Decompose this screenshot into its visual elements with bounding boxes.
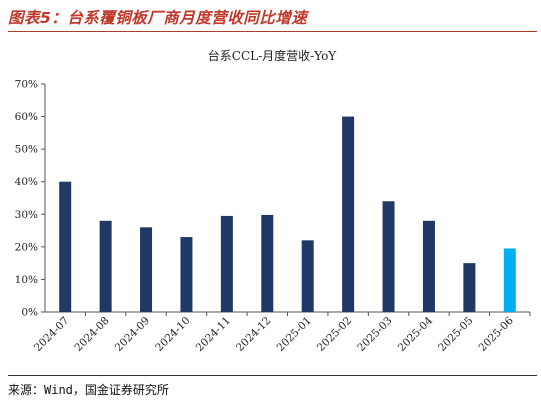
chart-bars [59,116,516,312]
x-axis-ticks: 2024-07 2024-08 2024-09 2024-10 2024-11 2024-… [32,312,531,354]
x-tick-label: 2025-04 [396,314,436,354]
bar-2024-08 [99,220,112,312]
y-axis-ticks: 0% 10% 20% 30% 40% 50% 60% 70% [15,79,45,319]
x-tick-label: 2025-02 [315,315,354,354]
bar-2024-10 [180,237,193,312]
bar-2024-12 [261,214,274,312]
source-note: 来源：Wind，国金证券研究所 [8,383,169,397]
title-divider [8,31,537,32]
chart-axes [44,84,530,313]
x-tick-label: 2025-03 [355,315,394,354]
bar-2024-09 [140,227,153,312]
bar-2025-01 [301,240,314,312]
bar-2025-06 [503,248,516,312]
y-tick-label: 70% [15,79,38,91]
bar-chart: 台系CCL-月度营收-YoY 0% 10% 20% 30% 40% 50% 60% 70% 2… [15,48,531,354]
x-tick-label: 2024-09 [113,315,152,354]
x-tick-label: 2025-06 [477,314,517,354]
y-tick-label: 40% [15,176,38,188]
x-tick-label: 2024-10 [153,315,192,354]
figure-title: 图表5：台系覆铜板厂商月度营收同比增速 [8,9,308,27]
x-tick-label: 2024-12 [234,315,273,354]
bar-2024-11 [220,215,233,312]
x-tick-label: 2024-08 [72,315,111,354]
y-tick-label: 30% [15,209,38,221]
y-tick-label: 0% [21,307,38,319]
bar-2025-03 [382,201,395,312]
bar-2025-05 [463,263,476,312]
y-tick-label: 10% [15,274,38,286]
x-tick-label: 2024-11 [194,315,233,354]
x-tick-label: 2024-07 [32,315,71,354]
bar-2025-04 [422,220,435,312]
y-tick-label: 60% [15,111,38,123]
footer-divider [8,375,537,376]
bar-2024-07 [59,181,72,312]
x-tick-label: 2025-05 [436,315,475,354]
y-tick-label: 50% [15,144,38,156]
y-tick-label: 20% [15,241,38,253]
x-tick-label: 2025-01 [274,315,313,354]
bar-2025-02 [342,116,355,312]
chart-title: 台系CCL-月度营收-YoY [208,48,338,63]
